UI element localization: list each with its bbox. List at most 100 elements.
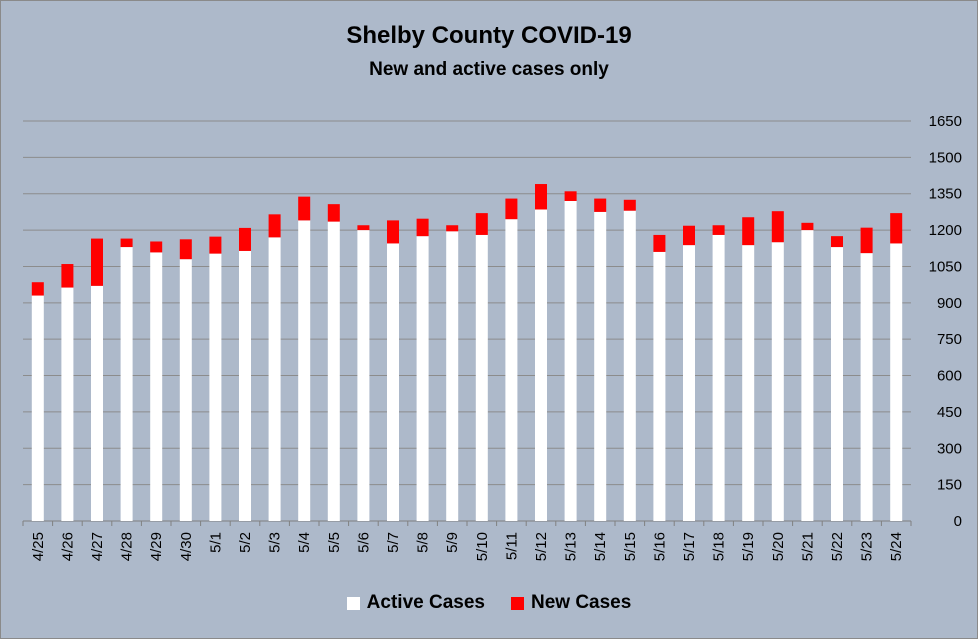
- bar-active-cases: [387, 243, 399, 521]
- x-tick-label: 5/1: [207, 532, 224, 553]
- y-tick-label: 150: [937, 477, 962, 494]
- x-tick-label: 5/20: [770, 532, 787, 561]
- y-tick-label: 900: [937, 295, 962, 312]
- bar-active-cases: [416, 236, 429, 521]
- legend-swatch-active: [346, 596, 360, 610]
- x-tick-label: 5/8: [415, 532, 432, 553]
- bar-active-cases: [91, 285, 103, 521]
- x-tick-label: 5/12: [533, 532, 550, 561]
- bar-new-cases: [416, 218, 429, 237]
- bar-active-cases: [239, 250, 251, 521]
- x-tick-label: 5/21: [799, 532, 816, 561]
- bar-new-cases: [860, 227, 873, 254]
- x-tick-label: 5/17: [681, 532, 698, 561]
- bar-new-cases: [771, 211, 784, 243]
- bar-active-cases: [209, 253, 222, 521]
- bar-active-cases: [179, 259, 192, 521]
- chart-legend: Active Cases New Cases: [0, 592, 978, 614]
- y-tick-label: 300: [937, 440, 962, 457]
- bar-active-cases: [860, 253, 873, 521]
- bar-new-cases: [564, 191, 577, 201]
- x-tick-label: 4/29: [148, 532, 165, 561]
- x-tick-label: 4/26: [59, 532, 76, 561]
- x-tick-label: 5/14: [592, 532, 609, 561]
- y-tick-label: 450: [937, 404, 962, 421]
- x-tick-label: 5/22: [829, 532, 846, 561]
- bar-new-cases: [653, 234, 666, 252]
- legend-label-active: Active Cases: [366, 592, 485, 613]
- bar-new-cases: [209, 236, 222, 254]
- bar-active-cases: [742, 245, 755, 521]
- x-tick-label: 5/7: [385, 532, 402, 553]
- x-tick-label: 5/19: [740, 532, 757, 561]
- x-tick-label: 5/13: [563, 532, 580, 561]
- x-tick-label: 4/30: [178, 532, 195, 561]
- bar-active-cases: [327, 221, 340, 521]
- legend-entry-new: New Cases: [510, 592, 632, 614]
- bar-active-cases: [357, 230, 370, 521]
- bar-new-cases: [446, 225, 459, 232]
- x-tick-label: 5/6: [355, 532, 372, 553]
- bar-new-cases: [594, 198, 607, 212]
- bar-new-cases: [150, 241, 163, 253]
- bar-active-cases: [31, 295, 44, 521]
- bar-active-cases: [475, 234, 488, 521]
- x-tick-label: 5/11: [503, 532, 520, 560]
- bar-active-cases: [890, 243, 903, 521]
- y-tick-label: 600: [937, 368, 962, 385]
- x-tick-label: 5/15: [622, 532, 639, 561]
- bar-active-cases: [564, 201, 577, 521]
- y-tick-label: 1500: [929, 149, 962, 166]
- bar-active-cases: [268, 237, 281, 521]
- x-tick-label: 5/3: [267, 532, 284, 553]
- bar-active-cases: [771, 242, 784, 521]
- bar-new-cases: [91, 238, 103, 286]
- bar-new-cases: [712, 225, 725, 235]
- bar-active-cases: [298, 220, 311, 522]
- bar-active-cases: [505, 219, 518, 521]
- bar-active-cases: [446, 231, 459, 521]
- bar-new-cases: [890, 213, 903, 244]
- bar-new-cases: [61, 264, 74, 288]
- bar-new-cases: [298, 196, 311, 221]
- bar-new-cases: [179, 239, 192, 260]
- bar-new-cases: [120, 238, 133, 248]
- x-tick-label: 5/2: [237, 532, 254, 553]
- bar-new-cases: [801, 222, 814, 231]
- bar-active-cases: [623, 210, 636, 522]
- bar-new-cases: [387, 220, 399, 244]
- legend-label-new: New Cases: [530, 592, 632, 613]
- bar-new-cases: [623, 199, 636, 211]
- x-tick-label: 4/28: [119, 532, 136, 561]
- chart-title: Shelby County COVID-19: [346, 22, 632, 49]
- bar-active-cases: [801, 230, 814, 521]
- bar-active-cases: [683, 245, 695, 521]
- x-tick-label: 5/18: [711, 532, 728, 561]
- bar-new-cases: [505, 198, 518, 220]
- bar-active-cases: [653, 251, 666, 521]
- bar-new-cases: [357, 225, 370, 231]
- x-tick-label: 5/24: [888, 532, 905, 561]
- x-tick-label: 4/25: [30, 532, 47, 561]
- bar-active-cases: [831, 247, 843, 521]
- y-tick-label: 1050: [929, 258, 962, 275]
- bar-new-cases: [742, 217, 755, 246]
- bar-new-cases: [268, 214, 281, 238]
- x-tick-label: 4/27: [89, 532, 106, 561]
- bar-active-cases: [594, 211, 607, 521]
- bar-new-cases: [475, 213, 488, 235]
- bar-active-cases: [535, 209, 547, 521]
- x-tick-label: 5/5: [326, 532, 343, 553]
- x-tick-label: 5/16: [651, 532, 668, 561]
- chart-subtitle: New and active cases only: [369, 59, 609, 80]
- bar-new-cases: [831, 236, 843, 248]
- bar-new-cases: [683, 225, 695, 246]
- bar-active-cases: [150, 252, 163, 522]
- x-tick-label: 5/9: [444, 532, 461, 553]
- y-tick-label: 1200: [929, 222, 962, 239]
- bar-active-cases: [61, 287, 74, 521]
- x-tick-label: 5/10: [474, 532, 491, 561]
- bar-active-cases: [120, 247, 133, 521]
